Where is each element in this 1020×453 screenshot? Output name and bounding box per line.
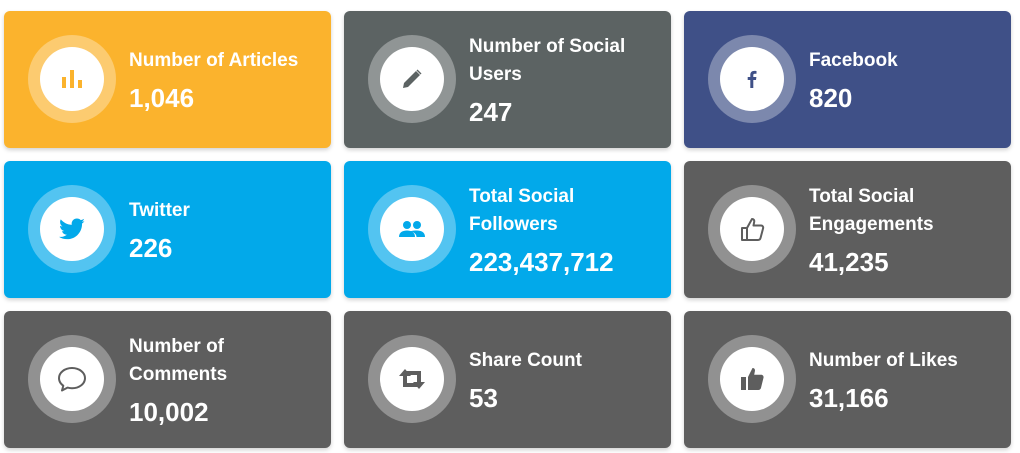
twitter-icon bbox=[58, 215, 86, 243]
stat-text: Twitter 226 bbox=[129, 197, 321, 263]
stat-card-articles: Number of Articles 1,046 bbox=[4, 11, 331, 148]
stat-card-facebook: Facebook 820 bbox=[684, 11, 1011, 148]
stat-label: Number of Likes bbox=[809, 349, 958, 371]
stat-value: 53 bbox=[469, 382, 498, 413]
icon-disc bbox=[40, 47, 104, 111]
stat-card-engagements: Total Social Engagements 41,235 bbox=[684, 161, 1011, 298]
stat-value: 41,235 bbox=[809, 246, 889, 277]
icon-disc bbox=[380, 347, 444, 411]
stat-text: Total Social Engagements 41,235 bbox=[809, 183, 1001, 277]
stat-label: Number of Articles bbox=[129, 49, 299, 71]
icon-disc bbox=[720, 47, 784, 111]
retweet-icon bbox=[396, 365, 428, 393]
stat-value: 226 bbox=[129, 232, 173, 263]
stat-text: Share Count 53 bbox=[469, 347, 661, 413]
stat-label: Facebook bbox=[809, 49, 898, 71]
stat-value: 10,002 bbox=[129, 396, 209, 427]
stat-card-twitter: Twitter 226 bbox=[4, 161, 331, 298]
icon-disc bbox=[40, 347, 104, 411]
stat-label: Twitter bbox=[129, 199, 190, 221]
icon-disc bbox=[380, 47, 444, 111]
stat-text: Facebook 820 bbox=[809, 47, 1001, 113]
icon-ring bbox=[708, 335, 796, 423]
stat-value: 31,166 bbox=[809, 382, 889, 413]
stat-card-social-users: Number of Social Users 247 bbox=[344, 11, 671, 148]
icon-disc bbox=[380, 197, 444, 261]
icon-ring bbox=[28, 35, 116, 123]
stat-label: Number of Social Users bbox=[469, 35, 626, 85]
icon-ring bbox=[28, 185, 116, 273]
stat-card-comments: Number of Comments 10,002 bbox=[4, 311, 331, 448]
stats-grid: Number of Articles 1,046 Number of Socia… bbox=[4, 11, 1011, 448]
stat-label: Number of Comments bbox=[129, 335, 228, 385]
bar-chart-icon bbox=[59, 66, 85, 92]
icon-disc bbox=[720, 347, 784, 411]
stat-text: Total Social Followers 223,437,712 bbox=[469, 183, 661, 277]
icon-ring bbox=[28, 335, 116, 423]
stat-value: 247 bbox=[469, 96, 513, 127]
icon-disc bbox=[720, 197, 784, 261]
stat-card-likes: Number of Likes 31,166 bbox=[684, 311, 1011, 448]
pencil-icon bbox=[399, 66, 425, 92]
icon-ring bbox=[368, 185, 456, 273]
facebook-icon bbox=[739, 66, 765, 92]
stat-label: Share Count bbox=[469, 349, 582, 371]
stat-value: 223,437,712 bbox=[469, 246, 614, 277]
icon-ring bbox=[368, 335, 456, 423]
stat-text: Number of Comments 10,002 bbox=[129, 333, 321, 427]
icon-ring bbox=[708, 35, 796, 123]
icon-disc bbox=[40, 197, 104, 261]
people-icon bbox=[397, 216, 427, 242]
stat-label: Total Social Engagements bbox=[809, 185, 934, 235]
stat-text: Number of Social Users 247 bbox=[469, 33, 661, 127]
stat-text: Number of Likes 31,166 bbox=[809, 347, 1001, 413]
stat-label: Total Social Followers bbox=[469, 185, 575, 235]
stat-card-followers: Total Social Followers 223,437,712 bbox=[344, 161, 671, 298]
thumbs-up-icon bbox=[737, 364, 767, 394]
stat-text: Number of Articles 1,046 bbox=[129, 47, 321, 113]
icon-ring bbox=[708, 185, 796, 273]
comment-icon bbox=[56, 364, 88, 394]
stat-value: 1,046 bbox=[129, 82, 195, 113]
thumbs-up-outline-icon bbox=[737, 214, 767, 244]
stat-card-shares: Share Count 53 bbox=[344, 311, 671, 448]
icon-ring bbox=[368, 35, 456, 123]
stat-value: 820 bbox=[809, 82, 853, 113]
